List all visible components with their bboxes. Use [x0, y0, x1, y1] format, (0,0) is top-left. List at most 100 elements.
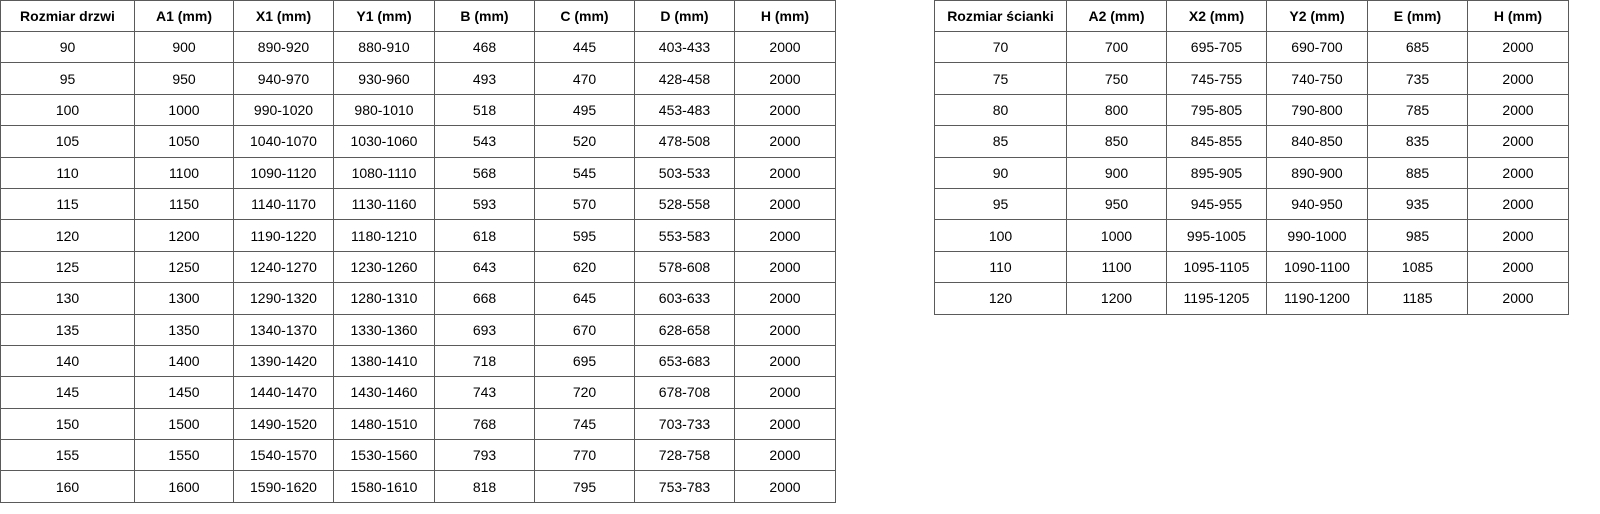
table-cell: 895-905 [1166, 156, 1267, 189]
table-cell: 70 [934, 30, 1067, 64]
table-cell: 478-508 [634, 125, 735, 158]
table-row: 100 1000 995-1005 990-1000 985 2000 [934, 219, 1569, 252]
table-cell: 695 [534, 344, 635, 378]
table-cell: 980-1010 [333, 93, 435, 127]
column-header: H (mm) [1467, 0, 1569, 32]
table-cell: 790-800 [1266, 93, 1368, 127]
table-cell: 75 [934, 62, 1067, 95]
table-cell: 685 [1367, 30, 1468, 64]
table-cell: 545 [534, 156, 635, 189]
table-cell: 1200 [1066, 282, 1167, 315]
table-row: 105 1050 1040-1070 1030-1060 543 520 478-508 20… [0, 125, 836, 158]
table-row: 110 1100 1090-1120 1080-1110 568 545 503-533 20… [0, 156, 836, 189]
table-cell: 618 [434, 219, 535, 252]
table-cell: 1090-1120 [233, 156, 334, 189]
table-cell: 2000 [1467, 282, 1569, 315]
column-header: B (mm) [434, 0, 535, 32]
table-cell: 150 [0, 407, 135, 441]
header-row: Rozmiar ścianki A2 (mm) X2 (mm) Y2 (mm) E (m… [934, 0, 1569, 32]
table-cell: 1250 [134, 250, 234, 284]
table-cell: 750 [1066, 62, 1167, 95]
table-cell: 800 [1066, 93, 1167, 127]
table-cell: 120 [0, 219, 135, 252]
table-cell: 645 [534, 282, 635, 315]
table-cell: 900 [1066, 156, 1167, 189]
table-cell: 428-458 [634, 62, 735, 95]
table-cell: 520 [534, 125, 635, 158]
table-cell: 90 [934, 156, 1067, 189]
table-cell: 493 [434, 62, 535, 95]
table-cell: 1030-1060 [333, 125, 435, 158]
table-cell: 2000 [734, 470, 836, 503]
table-row: 145 1450 1440-1470 1430-1460 743 720 678-708 20… [0, 376, 836, 409]
table-cell: 885 [1367, 156, 1468, 189]
table-cell: 950 [1066, 187, 1167, 221]
table-cell: 818 [434, 470, 535, 503]
table-cell: 2000 [1467, 219, 1569, 252]
table-cell: 935 [1367, 187, 1468, 221]
table-cell: 503-533 [634, 156, 735, 189]
table-cell: 793 [434, 439, 535, 472]
table-row: 85 850 845-855 840-850 835 2000 [934, 125, 1569, 158]
table-row: 150 1500 1490-1520 1480-1510 768 745 703-733 20… [0, 407, 836, 441]
table-cell: 2000 [1467, 187, 1569, 221]
table-cell: 2000 [734, 187, 836, 221]
table-cell: 85 [934, 125, 1067, 158]
table-cell: 1150 [134, 187, 234, 221]
table-cell: 470 [534, 62, 635, 95]
header-row: Rozmiar drzwi A1 (mm) X1 (mm) Y1 (mm) B (mm)… [0, 0, 836, 32]
column-header: A2 (mm) [1066, 0, 1167, 32]
table-cell: 100 [934, 219, 1067, 252]
table-cell: 445 [534, 30, 635, 64]
column-header: C (mm) [534, 0, 635, 32]
table-cell: 570 [534, 187, 635, 221]
table-cell: 2000 [1467, 62, 1569, 95]
table-row: 75 750 745-755 740-750 735 2000 [934, 62, 1569, 95]
table-cell: 1190-1220 [233, 219, 334, 252]
table-cell: 453-483 [634, 93, 735, 127]
table-cell: 668 [434, 282, 535, 315]
table-cell: 2000 [734, 439, 836, 472]
table-cell: 1440-1470 [233, 376, 334, 409]
table-cell: 900 [134, 30, 234, 64]
table-cell: 2000 [734, 313, 836, 346]
table-cell: 2000 [734, 407, 836, 441]
table-cell: 528-558 [634, 187, 735, 221]
table-cell: 1000 [134, 93, 234, 127]
table-cell: 553-583 [634, 219, 735, 252]
table-cell: 693 [434, 313, 535, 346]
table-row: 120 1200 1195-1205 1190-1200 1185 2000 [934, 282, 1569, 315]
table-cell: 140 [0, 344, 135, 378]
table-row: 90 900 890-920 880-910 468 445 403-433 2000 [0, 30, 836, 64]
table-cell: 670 [534, 313, 635, 346]
table-cell: 2000 [734, 62, 836, 95]
table-cell: 945-955 [1166, 187, 1267, 221]
table-cell: 728-758 [634, 439, 735, 472]
wall-size-table: Rozmiar ścianki A2 (mm) X2 (mm) Y2 (mm) E (m… [934, 0, 1569, 315]
table-cell: 130 [0, 282, 135, 315]
table-cell: 518 [434, 93, 535, 127]
table-cell: 1450 [134, 376, 234, 409]
table-cell: 1080-1110 [333, 156, 435, 189]
table-row: 130 1300 1290-1320 1280-1310 668 645 603-633 20… [0, 282, 836, 315]
table-cell: 1340-1370 [233, 313, 334, 346]
table-cell: 1380-1410 [333, 344, 435, 378]
table-cell: 743 [434, 376, 535, 409]
column-header: D (mm) [634, 0, 735, 32]
table-cell: 1240-1270 [233, 250, 334, 284]
table-cell: 95 [934, 187, 1067, 221]
table-cell: 2000 [734, 250, 836, 284]
table-cell: 2000 [734, 376, 836, 409]
table-cell: 595 [534, 219, 635, 252]
table-cell: 1100 [1066, 250, 1167, 284]
table-cell: 643 [434, 250, 535, 284]
table-cell: 155 [0, 439, 135, 472]
table-cell: 110 [934, 250, 1067, 284]
table-cell: 2000 [734, 93, 836, 127]
table-cell: 1095-1105 [1166, 250, 1267, 284]
table-cell: 850 [1066, 125, 1167, 158]
table-cell: 718 [434, 344, 535, 378]
table-row: 90 900 895-905 890-900 885 2000 [934, 156, 1569, 189]
table-cell: 940-970 [233, 62, 334, 95]
table-cell: 1000 [1066, 219, 1167, 252]
